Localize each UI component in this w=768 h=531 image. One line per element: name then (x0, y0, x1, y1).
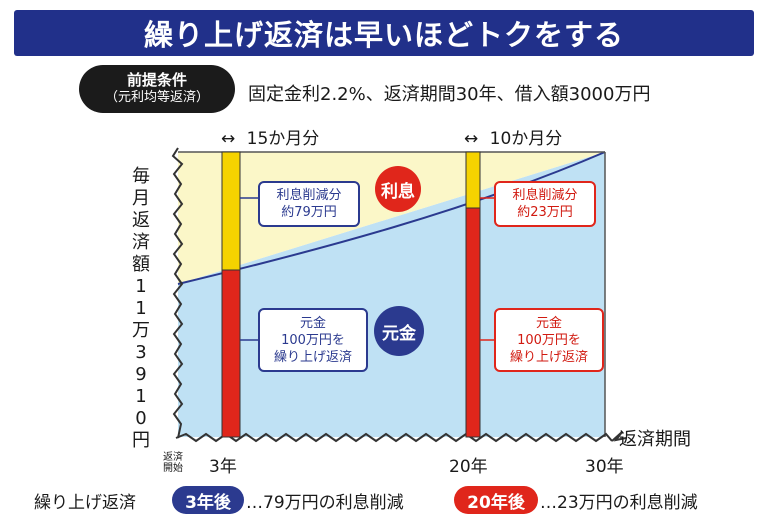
annotation-20y: ↔ 10か月分 (464, 124, 562, 149)
conditions-badge-title: 前提条件 (126, 71, 187, 89)
box-line: 約79万円 (281, 205, 337, 220)
x-tick-20y: 20年 (449, 457, 488, 477)
bar-3y-principal (221, 269, 241, 438)
interest-label-text: 利息 (381, 181, 415, 202)
footer-label: 繰り上げ返済 (34, 492, 136, 513)
bar-3y-interest (221, 151, 241, 271)
box-20y-principal-prepay: 元金 100万円を 繰り上げ返済 (494, 308, 604, 372)
footer-pill-3y: 3年後 (172, 486, 244, 514)
x-tick-start: 返済開始 (163, 452, 183, 474)
x-axis-label: 返済期間 (619, 429, 691, 450)
title-banner: 繰り上げ返済は早いほどトクをする (14, 10, 754, 56)
annotation-20y-duration: 10か月分 (489, 129, 563, 149)
bar-20y-principal (465, 207, 481, 438)
x-tick-30y: 30年 (585, 457, 624, 477)
y-axis-jagged-icon (171, 147, 184, 439)
conditions-badge-subtitle: （元利均等返済） (104, 90, 209, 105)
x-axis-jagged-icon (175, 432, 613, 443)
principal-region-label: 元金 (374, 306, 424, 356)
annotation-3y-duration: 15か月分 (246, 129, 320, 149)
footer-pill-20y: 20年後 (454, 486, 538, 514)
box-3y-interest-reduction: 利息削減分 約79万円 (258, 181, 360, 227)
interest-region-label: 利息 (375, 166, 421, 212)
footer-text-20y: …23万円の利息削減 (540, 492, 698, 513)
box-line: 繰り上げ返済 (273, 349, 352, 365)
principal-label-text: 元金 (382, 323, 416, 344)
conditions-badge: 前提条件 （元利均等返済） (79, 65, 235, 113)
box-line: 100万円を (281, 332, 345, 348)
page-title: 繰り上げ返済は早いほどトクをする (143, 18, 624, 52)
x-tick-3y: 3年 (209, 457, 237, 477)
box-line: 元金 (535, 315, 562, 331)
box-line: 利息削減分 (512, 188, 578, 203)
box-line: 約23万円 (517, 205, 573, 220)
box-line: 100万円を (517, 332, 581, 348)
double-arrow-icon: ↔ (221, 129, 236, 149)
box-20y-interest-reduction: 利息削減分 約23万円 (494, 181, 596, 227)
bar-20y-interest (465, 151, 481, 209)
x-axis-arrow-icon (611, 431, 627, 442)
box-3y-principal-prepay: 元金 100万円を 繰り上げ返済 (258, 308, 368, 372)
conditions-text: 固定金利2.2%、返済期間30年、借入額3000万円 (248, 84, 651, 105)
box-line: 元金 (299, 315, 326, 331)
y-axis-label: 毎月返済額11万3910円 (132, 166, 150, 451)
double-arrow-icon: ↔ (464, 129, 479, 149)
summary-footer: 繰り上げ返済 3年後 …79万円の利息削減 20年後 …23万円の利息削減 (0, 486, 768, 516)
footer-text-3y: …79万円の利息削減 (246, 492, 404, 513)
box-line: 繰り上げ返済 (509, 349, 588, 365)
box-line: 利息削減分 (276, 188, 342, 203)
annotation-3y: ↔ 15か月分 (221, 124, 319, 149)
